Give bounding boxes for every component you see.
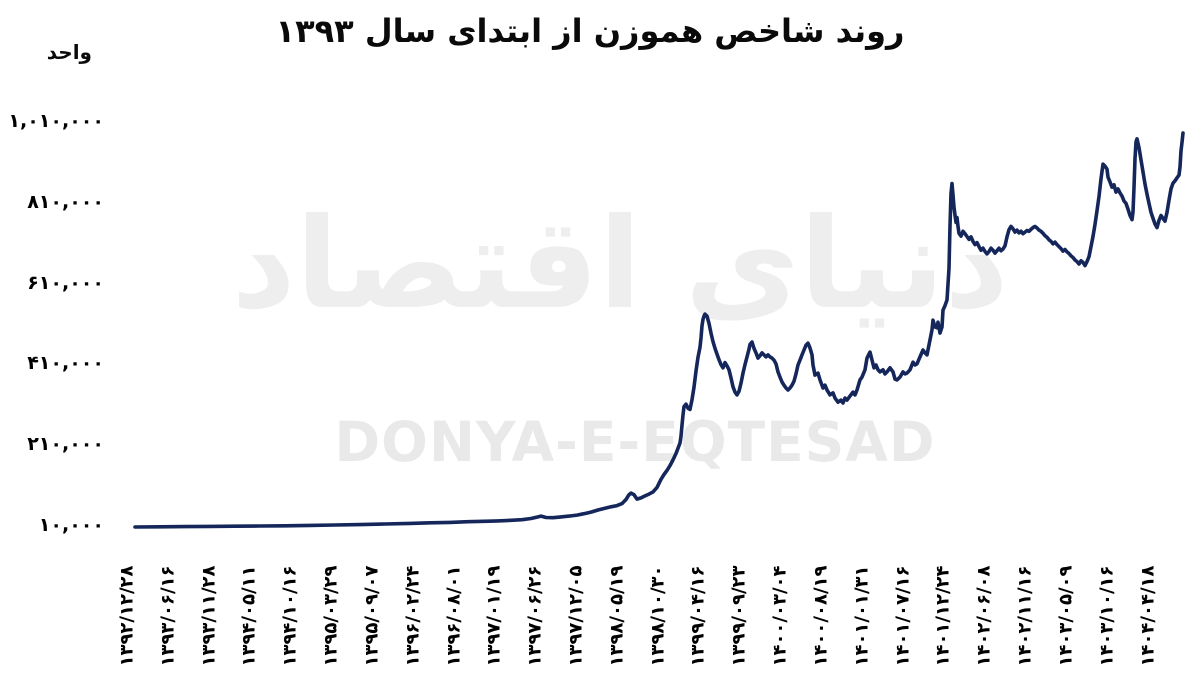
- watermark-farsi-calligraphy: دنیای اقتصاد: [231, 192, 1009, 337]
- index-line-series: [133, 131, 1185, 529]
- watermark-latin-text: DONYA-E-EQTESAD: [334, 410, 936, 474]
